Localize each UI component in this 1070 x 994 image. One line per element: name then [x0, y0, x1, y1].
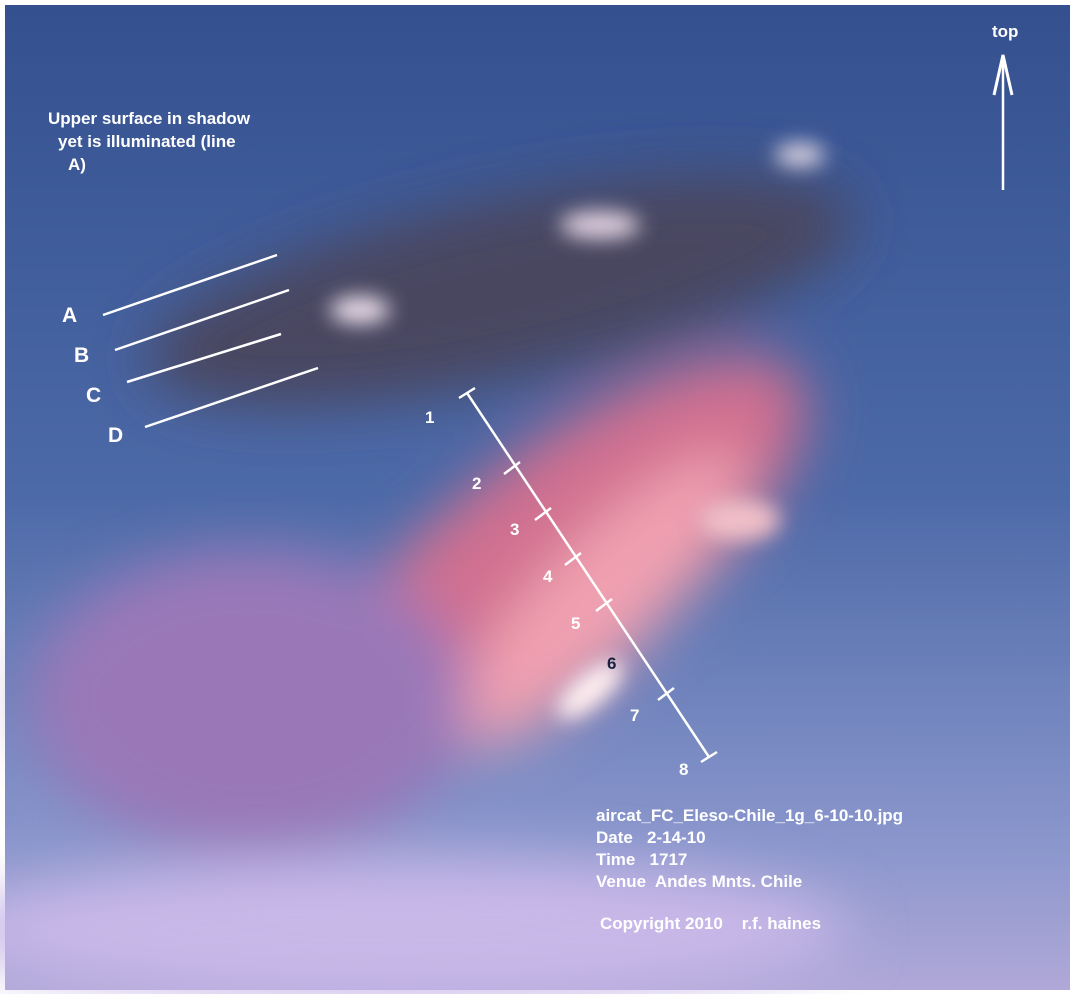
- page: Upper surface in shadow yet is illuminat…: [0, 0, 1070, 994]
- caption-line: Time 1717: [596, 850, 687, 869]
- caption-line: Date 2-14-10: [596, 828, 706, 847]
- scale-label: 6: [607, 654, 616, 673]
- line-label: B: [74, 344, 89, 367]
- scale-label: 3: [510, 520, 519, 539]
- line-label: C: [86, 384, 101, 407]
- annotated-photo: Upper surface in shadow yet is illuminat…: [0, 0, 1070, 994]
- scale-label: 8: [679, 760, 688, 779]
- scale-label: 1: [425, 408, 434, 427]
- orientation-label: top: [992, 22, 1018, 41]
- line-label: A: [62, 304, 77, 327]
- scale-label: 5: [571, 614, 580, 633]
- caption-line: aircat_FC_Eleso-Chile_1g_6-10-10.jpg: [596, 806, 903, 825]
- copyright: Copyright 2010 r.f. haines: [600, 914, 821, 933]
- scale-label: 2: [472, 474, 481, 493]
- annotation-line: yet is illuminated (line: [58, 132, 236, 151]
- annotation-line: A): [68, 155, 86, 174]
- scale-label: 4: [543, 567, 553, 586]
- caption-line: Venue Andes Mnts. Chile: [596, 872, 802, 891]
- line-label: D: [108, 424, 123, 447]
- scale-label: 7: [630, 706, 639, 725]
- annotation-line: Upper surface in shadow: [48, 109, 251, 128]
